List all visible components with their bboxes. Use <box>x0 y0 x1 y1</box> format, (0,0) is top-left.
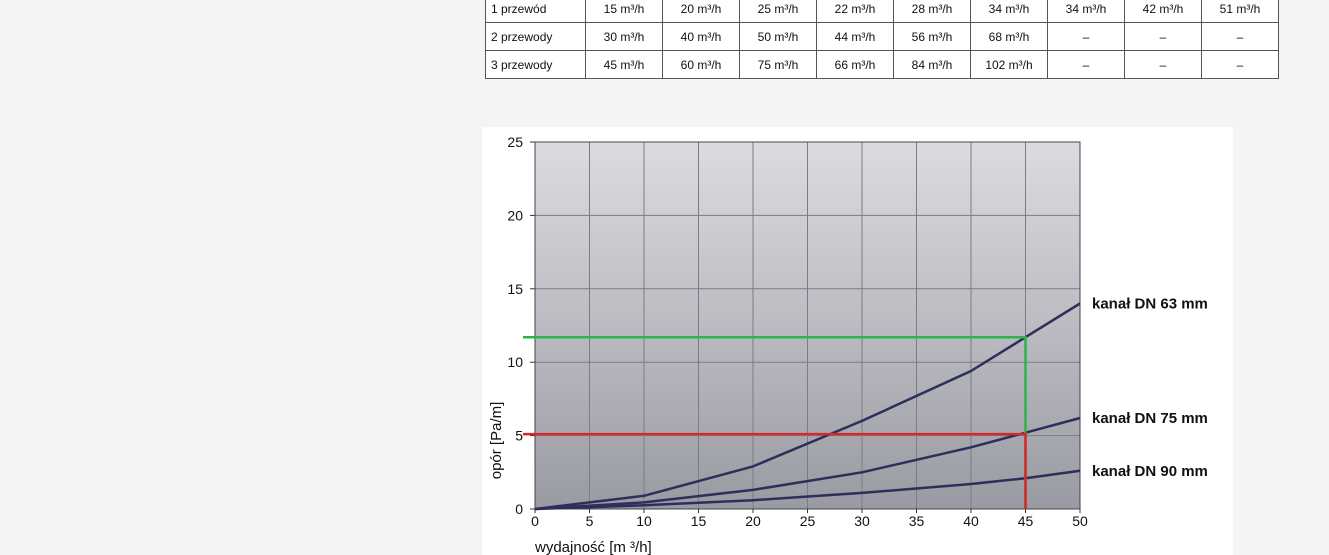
table-cell: 75 m³/h <box>739 50 817 79</box>
y-tick-label: 15 <box>507 281 523 297</box>
table-cell: 25 m³/h <box>739 0 817 23</box>
x-axis-label: wydajność [m ³/h] <box>534 539 652 555</box>
x-tick-label: 50 <box>1072 513 1088 529</box>
table-cell: 20 m³/h <box>662 0 740 23</box>
series-label: kanał DN 75 mm <box>1092 410 1208 427</box>
x-tick-label: 20 <box>745 513 761 529</box>
x-tick-label: 5 <box>586 513 594 529</box>
red-guide <box>523 432 1027 509</box>
table-cell: 102 m³/h <box>970 50 1048 79</box>
x-tick-label: 35 <box>909 513 925 529</box>
x-tick-label: 10 <box>636 513 652 529</box>
table-cell: 42 m³/h <box>1124 0 1202 23</box>
y-tick-label: 25 <box>507 134 523 150</box>
plot-frame <box>534 141 1081 510</box>
table-cell: – <box>1124 50 1202 79</box>
y-tick-label: 5 <box>515 428 523 444</box>
labels: kanał DN 63 mm kanał DN 75 mm kanał DN 90 … <box>1092 295 1208 479</box>
row-label: 3 przewody <box>485 50 586 79</box>
table-cell: – <box>1201 50 1279 79</box>
x-tick-label: 25 <box>800 513 816 529</box>
row-label: 1 przewód <box>485 0 586 23</box>
chart-panel: 0 5 10 15 20 25 30 35 40 45 50 0 5 10 15 20 25 wydajność … <box>482 127 1233 555</box>
table-cell: – <box>1124 22 1202 51</box>
flow-table-container: 1 przewód 15 m³/h 20 m³/h 25 m³/h 22 m³/h 28 … <box>485 0 1279 79</box>
table-cell: 15 m³/h <box>585 0 663 23</box>
table-cell: 66 m³/h <box>816 50 894 79</box>
axes: 0 5 10 15 20 25 30 35 40 45 50 0 5 10 15 20 25 wydajność … <box>488 134 1088 555</box>
table-cell: 68 m³/h <box>970 22 1048 51</box>
table-cell: 51 m³/h <box>1201 0 1279 23</box>
x-tick-label: 15 <box>691 513 707 529</box>
series-label: kanał DN 63 mm <box>1092 295 1208 312</box>
y-tick-label: 10 <box>507 354 523 370</box>
table-cell: – <box>1047 50 1125 79</box>
y-tick-label: 0 <box>515 501 523 517</box>
series-label: kanał DN 90 mm <box>1092 463 1208 480</box>
row-label: 2 przewody <box>485 22 586 51</box>
table-cell: 44 m³/h <box>816 22 894 51</box>
table-cell: – <box>1201 22 1279 51</box>
table-cell: – <box>1047 22 1125 51</box>
table-cell: 56 m³/h <box>893 22 971 51</box>
table-cell: 50 m³/h <box>739 22 817 51</box>
table-cell: 34 m³/h <box>970 0 1048 23</box>
table-cell: 22 m³/h <box>816 0 894 23</box>
x-tick-label: 30 <box>854 513 870 529</box>
x-tick-label: 0 <box>531 513 539 529</box>
x-tick-label: 40 <box>963 513 979 529</box>
table-cell: 30 m³/h <box>585 22 663 51</box>
table-cell: 28 m³/h <box>893 0 971 23</box>
table-row: 1 przewód 15 m³/h 20 m³/h 25 m³/h 22 m³/h 28 … <box>485 0 1279 23</box>
table-row: 3 przewody 45 m³/h 60 m³/h 75 m³/h 66 m³/h 84… <box>485 50 1279 79</box>
flow-table: 1 przewód 15 m³/h 20 m³/h 25 m³/h 22 m³/h 28 … <box>485 0 1279 79</box>
y-axis-label: opór [Pa/m] <box>488 402 505 480</box>
y-tick-label: 20 <box>507 207 523 223</box>
guides <box>523 335 1027 509</box>
table-row: 2 przewody 30 m³/h 40 m³/h 50 m³/h 44 m³/h 56… <box>485 22 1279 51</box>
table-cell: 45 m³/h <box>585 50 663 79</box>
table-cell: 34 m³/h <box>1047 0 1125 23</box>
table-cell: 60 m³/h <box>662 50 740 79</box>
table-cell: 84 m³/h <box>893 50 971 79</box>
resistance-chart: 0 5 10 15 20 25 30 35 40 45 50 0 5 10 15 20 25 wydajność … <box>488 134 1208 555</box>
x-tick-label: 45 <box>1018 513 1034 529</box>
table-cell: 40 m³/h <box>662 22 740 51</box>
